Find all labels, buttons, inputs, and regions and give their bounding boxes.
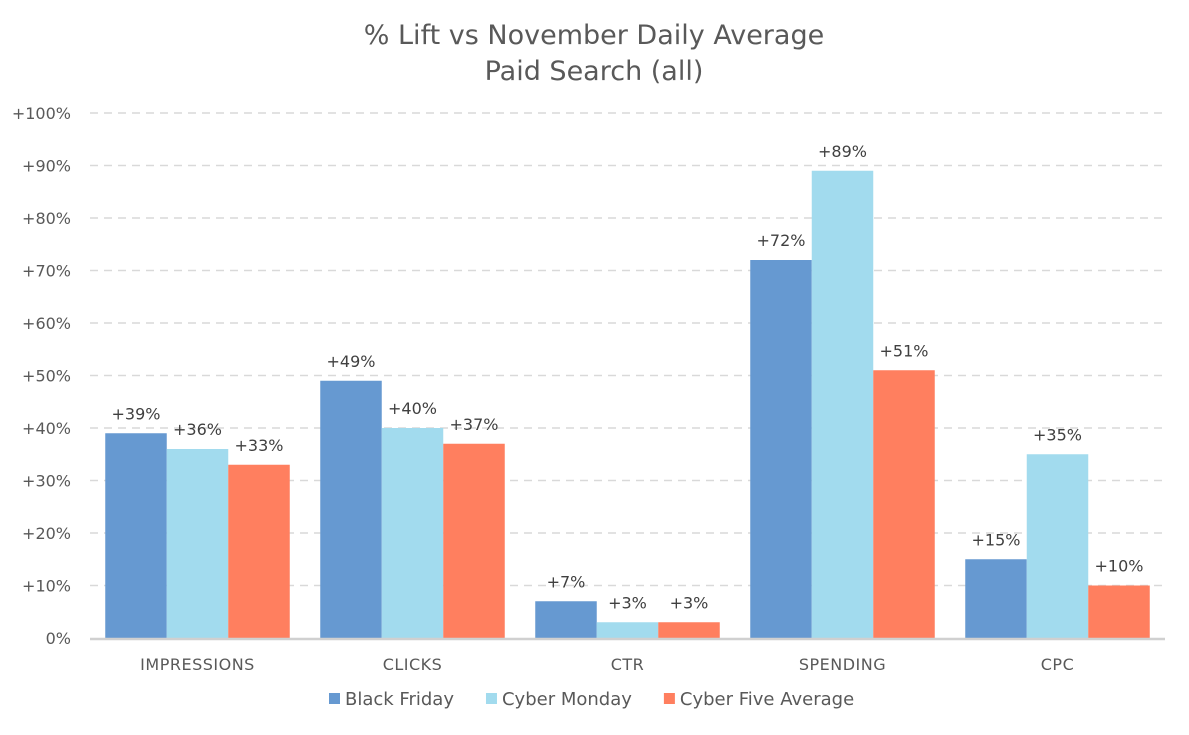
bar	[596, 622, 659, 638]
data-labels: +39% +36% +33% +49% +40% +37% +7% +3% +3% +72% +89…	[112, 142, 1144, 613]
x-category-label: SPENDING	[799, 655, 886, 674]
bar	[873, 370, 935, 638]
chart-title: % Lift vs November Daily Average	[364, 20, 824, 51]
y-tick-label: +50%	[22, 367, 71, 386]
y-tick-label: +10%	[22, 577, 71, 596]
legend-swatch	[329, 693, 340, 704]
bar	[965, 559, 1027, 638]
data-label: +37%	[450, 415, 499, 434]
data-label: +72%	[757, 231, 806, 250]
legend-swatch	[485, 693, 497, 704]
x-category-label: CLICKS	[383, 655, 443, 674]
bar	[750, 260, 812, 638]
y-tick-label: +70%	[22, 262, 71, 281]
data-label: +39%	[112, 404, 161, 423]
y-tick-label: +40%	[22, 419, 71, 438]
x-category-label: IMPRESSIONS	[140, 655, 255, 674]
data-label: +10%	[1095, 557, 1144, 576]
y-tick-label: 0%	[46, 629, 71, 648]
bar	[1026, 454, 1089, 638]
legend-item: Cyber Monday	[485, 689, 632, 710]
legend-label: Cyber Monday	[502, 689, 632, 710]
y-tick-label: +60%	[22, 314, 71, 333]
data-label: +15%	[972, 530, 1021, 549]
bar	[228, 464, 290, 638]
y-tick-label: +80%	[22, 209, 71, 228]
legend: Black Friday Cyber Monday Cyber Five Avera…	[329, 689, 854, 710]
bar	[1088, 585, 1150, 638]
legend-label: Cyber Five Average	[680, 689, 854, 710]
bar	[811, 170, 874, 638]
y-tick-label: +20%	[22, 524, 71, 543]
data-label: +35%	[1033, 425, 1082, 444]
bar	[381, 428, 444, 638]
data-label: +33%	[235, 436, 284, 455]
bar	[166, 449, 229, 638]
data-label: +40%	[388, 399, 437, 418]
x-category-label: CTR	[611, 655, 645, 674]
legend-label: Black Friday	[345, 689, 454, 710]
y-tick-label: +30%	[22, 472, 71, 491]
x-axis-categories: IMPRESSIONS CLICKS CTR SPENDING CPC	[140, 655, 1074, 674]
bar	[320, 380, 382, 638]
legend-item: Cyber Five Average	[663, 689, 854, 710]
data-label: +7%	[547, 572, 586, 591]
bars	[105, 170, 1150, 638]
y-tick-label: +90%	[22, 157, 71, 176]
y-tick-label: +100%	[12, 104, 71, 123]
legend-item: Black Friday	[329, 689, 454, 710]
gridlines	[90, 112, 1165, 587]
bar	[658, 622, 720, 638]
data-label: +3%	[670, 593, 709, 612]
data-label: +3%	[608, 593, 647, 612]
data-label: +36%	[173, 420, 222, 439]
bar	[105, 433, 167, 638]
data-label: +49%	[327, 352, 376, 371]
data-label: +89%	[818, 142, 867, 161]
legend-swatch	[663, 693, 675, 704]
y-axis-ticks: 0% +10% +20% +30% +40% +50% +60% +70% +80% +90% +1…	[12, 104, 71, 648]
data-label: +51%	[880, 341, 929, 360]
chart-subtitle: Paid Search (all)	[485, 56, 704, 87]
x-category-label: CPC	[1041, 655, 1075, 674]
bar	[535, 601, 597, 638]
bar	[443, 443, 505, 638]
